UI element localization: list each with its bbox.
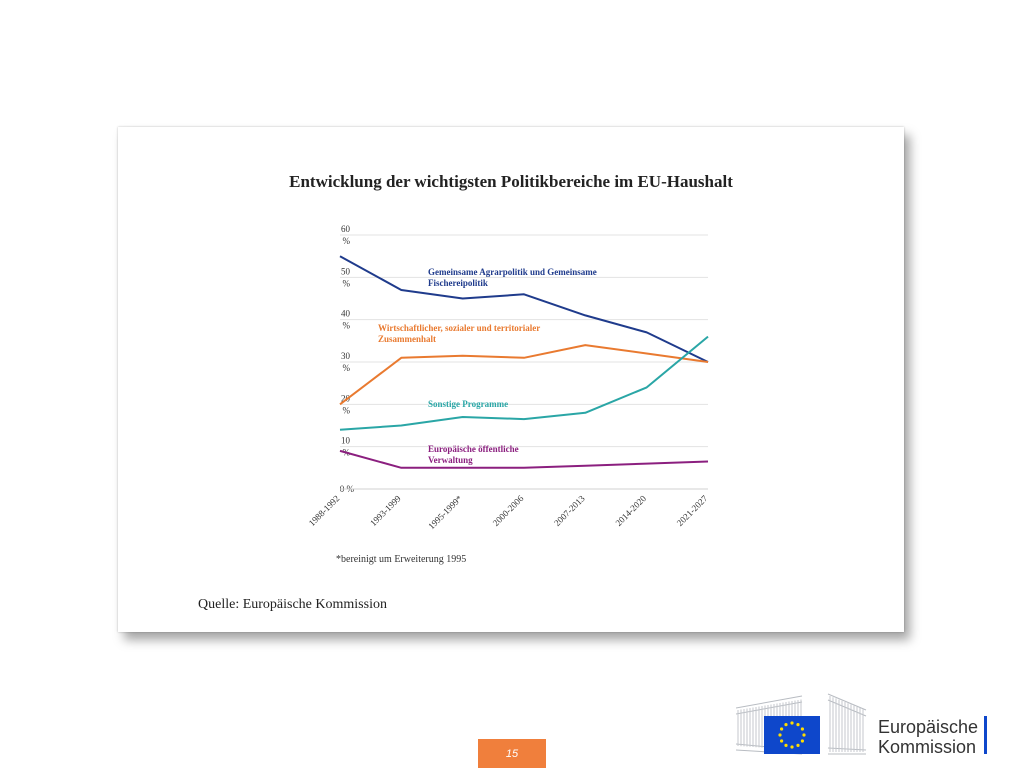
y-tick-label: 30% — [341, 351, 351, 373]
series-line — [339, 335, 709, 431]
line-chart: 0 %10 %20 %30 %40 %50 %60 %1988-1992 1993-1999 1… — [307, 224, 710, 531]
x-tick-label: 2021-2027 — [675, 493, 710, 528]
series-label: Wirtschaftlicher, sozialer und territori… — [378, 323, 540, 344]
slide-card: Entwicklung der wichtigsten Politikberei… — [118, 127, 904, 632]
logo-text-line2: Kommission — [878, 737, 977, 757]
chart-footnote: *bereinigt um Erweiterung 1995 — [336, 554, 467, 565]
x-tick-label: 1993-1999 — [368, 493, 403, 528]
x-tick-label: 1995-1999* — [426, 493, 464, 531]
series-label: Europäische öffentliche Verwaltung — [428, 444, 519, 465]
x-tick-label: 2000-2006 — [491, 493, 526, 528]
eu-stars-icon — [778, 721, 806, 749]
series-label: Gemeinsame Agrarpolitik und Gemeinsame Fi… — [428, 267, 597, 288]
x-tick-label: 2007-2013 — [552, 493, 587, 528]
y-tick-label: 20% — [341, 393, 351, 415]
series-line — [339, 344, 709, 406]
european-commission-logo-icon — [736, 693, 867, 755]
series-line — [339, 449, 709, 469]
y-tick-label: 60% — [341, 224, 351, 246]
logo-divider — [984, 716, 987, 754]
y-tick-label: 50% — [341, 266, 351, 288]
x-tick-label: 2014-2020 — [613, 493, 648, 528]
page-number: 15 — [478, 739, 546, 768]
chart-source: Quelle: Europäische Kommission — [198, 597, 387, 612]
series-label: Sonstige Programme — [428, 399, 508, 409]
y-tick-label: 40% — [341, 309, 351, 331]
x-tick-label: 1988-1992 — [307, 493, 342, 528]
logo-text-line1: Europäische — [878, 717, 979, 737]
chart-title: Entwicklung der wichtigsten Politikberei… — [289, 172, 733, 191]
